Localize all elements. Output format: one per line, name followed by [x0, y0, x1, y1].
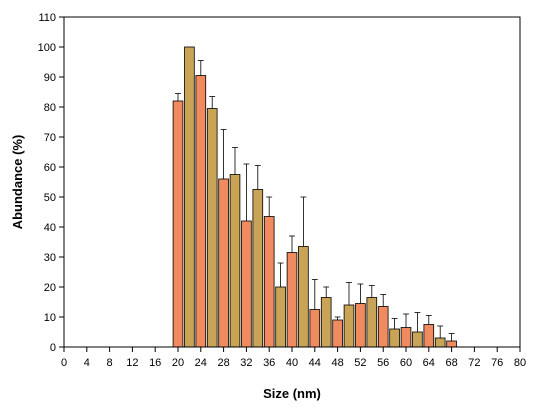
x-tick-label-52: 52: [354, 357, 366, 369]
error-bar-48nm: [334, 316, 341, 320]
bar-32nm: [241, 220, 252, 348]
x-tick-label-36: 36: [263, 357, 275, 369]
bar-68nm: [446, 340, 457, 348]
error-bar-62nm: [414, 312, 421, 332]
y-axis-title: Abundance (%): [10, 135, 25, 230]
y-tick-label-100: 100: [38, 42, 56, 54]
error-bar-42nm: [300, 196, 307, 247]
bar-24nm: [195, 75, 207, 348]
error-bar-26nm: [209, 96, 216, 109]
bar-38nm: [275, 286, 286, 348]
error-bar-54nm: [368, 285, 375, 298]
error-bars-group: [175, 60, 455, 341]
bar-66nm: [434, 337, 446, 348]
bar-20nm: [172, 100, 184, 348]
x-tick-label-64: 64: [423, 357, 435, 369]
error-bar-56nm: [380, 294, 387, 307]
bar-40nm: [286, 252, 298, 348]
y-tick-label-40: 40: [44, 222, 56, 234]
x-tick-label-44: 44: [309, 357, 321, 369]
error-bar-38nm: [277, 262, 284, 287]
x-tick-label-48: 48: [331, 357, 343, 369]
bar-52nm: [355, 303, 366, 348]
x-tick-label-60: 60: [400, 357, 412, 369]
error-bar-20nm: [175, 93, 181, 101]
x-tick-label-24: 24: [195, 357, 207, 369]
bar-58nm: [389, 328, 400, 348]
y-tick-label-0: 0: [50, 342, 56, 354]
x-tick-label-0: 0: [61, 357, 67, 369]
x-tick-label-68: 68: [445, 357, 457, 369]
x-tick-label-80: 80: [514, 357, 526, 369]
error-bar-50nm: [346, 282, 352, 305]
bar-64nm: [423, 324, 435, 348]
error-bar-68nm: [448, 333, 455, 341]
bar-56nm: [377, 306, 389, 348]
bar-30nm: [229, 174, 241, 348]
y-axis-ticks: 0 10 20 30 40 50 60 70 80 90 100 110: [38, 12, 64, 354]
y-tick-label-80: 80: [44, 102, 56, 114]
bar-22nm: [184, 46, 195, 348]
x-tick-label-20: 20: [172, 357, 184, 369]
error-bar-44nm: [311, 279, 318, 310]
error-bar-24nm: [197, 60, 204, 76]
bar-46nm: [320, 297, 332, 348]
error-bar-58nm: [391, 318, 398, 329]
x-tick-label-32: 32: [240, 357, 252, 369]
bar-36nm: [263, 216, 275, 348]
error-bar-30nm: [232, 147, 238, 175]
y-tick-label-30: 30: [44, 252, 56, 264]
bar-42nm: [298, 246, 309, 348]
bar-28nm: [218, 178, 229, 348]
error-bar-52nm: [357, 283, 364, 304]
x-axis-ticks: 0 4 8 12 16 20 24 28 32 36 40 44 48 52 56 60 64 68 72 76 80: [61, 347, 526, 369]
error-bar-34nm: [254, 165, 261, 190]
error-bar-60nm: [403, 313, 409, 328]
error-bar-40nm: [289, 235, 295, 253]
x-tick-label-76: 76: [491, 357, 503, 369]
x-tick-label-16: 16: [149, 357, 161, 369]
bar-34nm: [252, 189, 264, 348]
y-tick-label-50: 50: [44, 192, 56, 204]
x-tick-label-40: 40: [286, 357, 298, 369]
x-tick-label-28: 28: [217, 357, 229, 369]
bar-48nm: [332, 319, 343, 348]
x-tick-label-72: 72: [468, 357, 480, 369]
x-tick-label-12: 12: [126, 357, 138, 369]
error-bar-36nm: [266, 196, 273, 217]
bar-44nm: [309, 309, 321, 348]
error-bar-46nm: [323, 286, 330, 298]
bar-50nm: [343, 304, 355, 348]
bar-62nm: [412, 331, 423, 348]
y-tick-label-20: 20: [44, 282, 56, 294]
x-tick-label-56: 56: [377, 357, 389, 369]
error-bar-66nm: [437, 325, 444, 338]
x-tick-label-4: 4: [84, 357, 90, 369]
y-tick-label-10: 10: [44, 312, 56, 324]
bar-60nm: [400, 327, 412, 348]
y-tick-label-70: 70: [44, 132, 56, 144]
bar-26nm: [206, 108, 218, 348]
y-tick-label-110: 110: [38, 12, 56, 24]
x-tick-label-8: 8: [107, 357, 113, 369]
error-bar-32nm: [243, 163, 250, 221]
y-tick-label-60: 60: [44, 162, 56, 174]
bar-54nm: [366, 297, 378, 348]
error-bar-28nm: [220, 129, 227, 179]
y-tick-label-90: 90: [44, 72, 56, 84]
x-axis-title: Size (nm): [263, 386, 321, 401]
error-bar-64nm: [425, 315, 432, 325]
